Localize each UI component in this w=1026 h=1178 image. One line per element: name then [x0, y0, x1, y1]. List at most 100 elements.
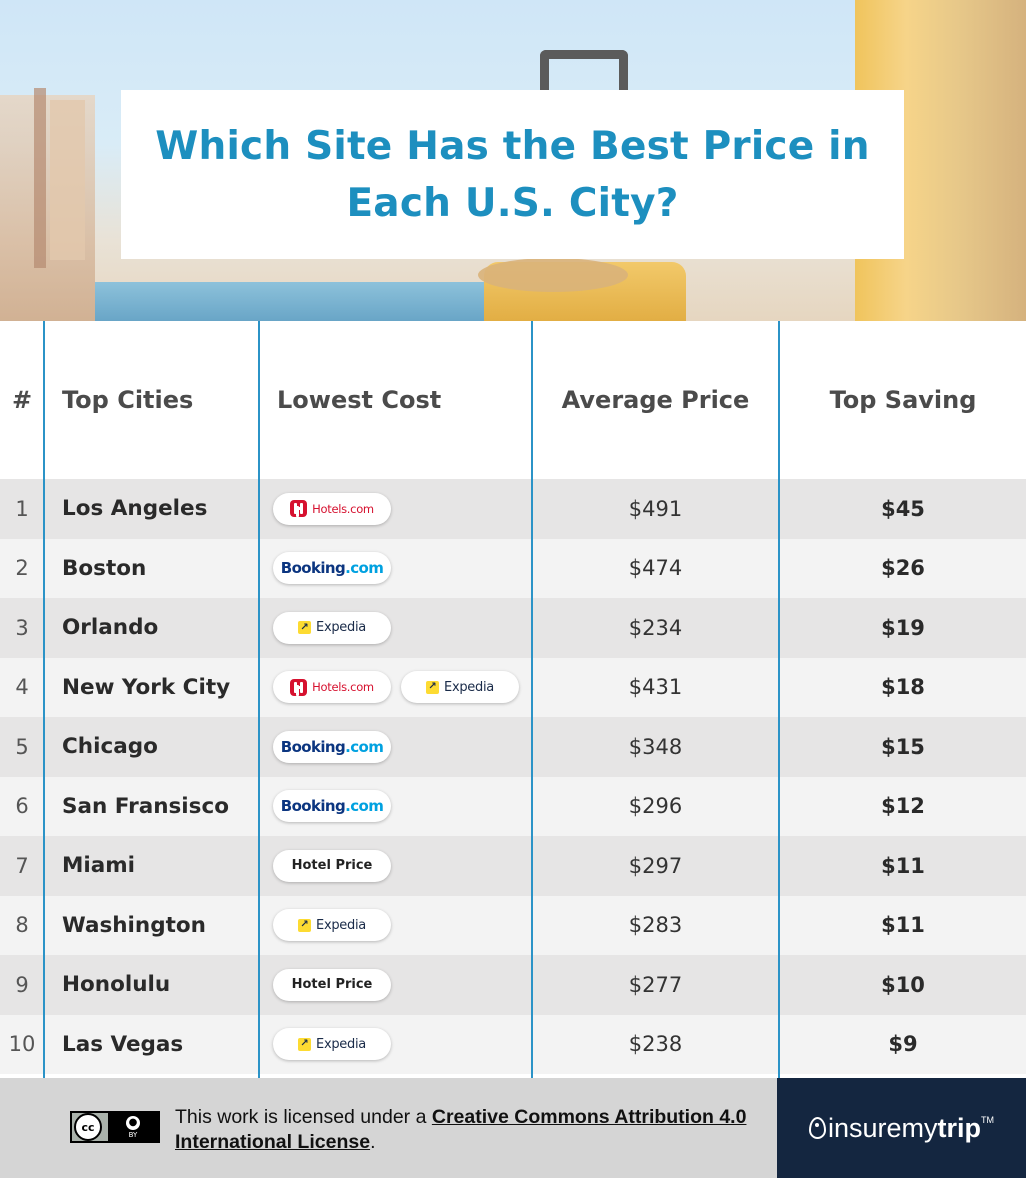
- city-cell: Washington: [62, 912, 206, 938]
- hero-chimney: [34, 88, 46, 268]
- table-row: 6 San Fransisco Booking.com $296 $12: [0, 776, 1026, 837]
- top-saving-cell: $26: [881, 556, 925, 581]
- city-cell: Boston: [62, 555, 147, 581]
- header-top-saving: Top Saving: [829, 386, 977, 414]
- rank-cell: 4: [15, 675, 29, 700]
- top-saving-cell: $19: [881, 615, 925, 640]
- cc-logo-icon: cc: [74, 1113, 102, 1141]
- suitcase-handle: [540, 50, 628, 90]
- hotels-com-pill: Hotels.com: [273, 671, 391, 704]
- average-price-cell: $283: [628, 913, 683, 938]
- top-saving-cell: $15: [881, 734, 925, 759]
- site-label: Hotel Price: [291, 858, 373, 874]
- cc-by-label: BY: [128, 1130, 138, 1139]
- average-price-cell: $234: [628, 615, 683, 640]
- rank-cell: 10: [8, 1032, 36, 1057]
- booking-com-pill: Booking.com: [273, 790, 391, 823]
- license-link[interactable]: Creative Commons Attribution 4.0 Interna…: [175, 1106, 747, 1153]
- title-box: Which Site Has the Best Price in Each U.…: [121, 90, 904, 259]
- city-cell: Los Angeles: [62, 496, 208, 522]
- brand-name-light: insuremy: [827, 1112, 938, 1143]
- hat-image: [478, 258, 628, 292]
- table-header: # Top Cities Lowest Cost Average Price T…: [0, 321, 1026, 479]
- city-cell: Honolulu: [62, 972, 171, 998]
- site-label: Hotels.com: [312, 680, 374, 695]
- table-row: 8 Washington ↗ Expedia $283 $11: [0, 895, 1026, 956]
- booking-com-pill: Booking.com: [273, 730, 391, 763]
- trademark-mark: TM: [981, 1114, 995, 1125]
- lowest-cost-cell: Booking.com: [273, 717, 531, 777]
- by-icon: ● BY: [108, 1113, 158, 1141]
- site-label: Booking.com: [280, 559, 384, 578]
- footer: cc ● BY This work is licensed under a Cr…: [0, 1078, 1026, 1178]
- expedia-pill: ↗ Expedia: [273, 611, 391, 644]
- booking-com-pill: Booking.com: [273, 552, 391, 585]
- lowest-cost-cell: Booking.com: [273, 777, 531, 837]
- hotels-com-icon: [290, 678, 308, 696]
- average-price-cell: $491: [628, 496, 683, 521]
- expedia-arrow-icon: ↗: [298, 918, 312, 932]
- site-label: Expedia: [316, 620, 366, 636]
- average-price-cell: $277: [628, 972, 683, 997]
- city-cell: Las Vegas: [62, 1031, 184, 1057]
- rank-cell: 3: [15, 615, 29, 640]
- top-saving-cell: $10: [881, 972, 925, 997]
- table-row: 3 Orlando ↗ Expedia $234 $19: [0, 598, 1026, 658]
- expedia-arrow-icon: ↗: [298, 1037, 312, 1051]
- site-label: Expedia: [444, 679, 494, 695]
- page-title: Which Site Has the Best Price in Each U.…: [155, 123, 870, 226]
- table-row: 2 Boston Booking.com $474 $26: [0, 538, 1026, 599]
- expedia-pill: ↗ Expedia: [401, 671, 519, 704]
- site-label: Booking.com: [280, 737, 384, 756]
- hotels-com-icon: [290, 500, 308, 518]
- expedia-pill: ↗ Expedia: [273, 909, 391, 942]
- license-suffix: .: [370, 1131, 376, 1153]
- top-saving-cell: $45: [881, 496, 925, 521]
- top-saving-cell: $12: [881, 794, 925, 819]
- expedia-arrow-icon: ↗: [298, 621, 312, 635]
- table-row: 4 New York City Hotels.com ↗ Expedia $431 $18: [0, 657, 1026, 718]
- average-price-cell: $297: [628, 853, 683, 878]
- site-label: Hotel Price: [291, 977, 373, 993]
- top-saving-cell: $18: [881, 675, 925, 700]
- lowest-cost-cell: ↗ Expedia: [273, 598, 531, 658]
- city-cell: Chicago: [62, 734, 158, 760]
- column-divider: [258, 321, 260, 1078]
- lowest-cost-cell: ↗ Expedia: [273, 896, 531, 956]
- rank-cell: 1: [15, 496, 29, 521]
- average-price-cell: $431: [628, 675, 683, 700]
- lowest-cost-cell: Hotels.com ↗ Expedia: [273, 658, 531, 718]
- site-label: Expedia: [316, 917, 366, 933]
- site-label: Expedia: [316, 1036, 366, 1052]
- column-divider: [531, 321, 533, 1078]
- site-label: Booking.com: [280, 797, 384, 816]
- cc-by-badge-icon[interactable]: cc ● BY: [70, 1111, 160, 1143]
- hero-banner: Which Site Has the Best Price in Each U.…: [0, 0, 1026, 321]
- brand-name-bold: trip: [937, 1112, 982, 1143]
- hero-tower: [50, 100, 85, 260]
- license-bar: cc ● BY This work is licensed under a Cr…: [0, 1078, 777, 1178]
- lowest-cost-cell: Hotels.com: [273, 479, 531, 539]
- average-price-cell: $238: [628, 1032, 683, 1057]
- table-row: 1 Los Angeles Hotels.com $491 $45: [0, 479, 1026, 539]
- insuremytrip-logo[interactable]: insuremy trip TM: [808, 1112, 995, 1144]
- rank-cell: 9: [15, 972, 29, 997]
- person-icon: ●: [126, 1115, 140, 1130]
- rank-cell: 6: [15, 794, 29, 819]
- expedia-arrow-icon: ↗: [426, 680, 440, 694]
- location-pin-icon: [808, 1117, 826, 1139]
- lowest-cost-cell: Booking.com: [273, 539, 531, 599]
- city-cell: Orlando: [62, 615, 159, 641]
- city-cell: San Fransisco: [62, 793, 229, 819]
- table-row: 10 Las Vegas ↗ Expedia $238 $9: [0, 1014, 1026, 1074]
- hotels-com-pill: Hotels.com: [273, 492, 391, 525]
- city-cell: New York City: [62, 674, 231, 700]
- column-divider: [43, 321, 45, 1078]
- column-divider: [778, 321, 780, 1078]
- top-saving-cell: $9: [888, 1032, 918, 1057]
- average-price-cell: $348: [628, 734, 683, 759]
- rank-cell: 2: [15, 556, 29, 581]
- average-price-cell: $474: [628, 556, 683, 581]
- table-row: 7 Miami Hotel Price $297 $11: [0, 836, 1026, 896]
- top-saving-cell: $11: [881, 913, 925, 938]
